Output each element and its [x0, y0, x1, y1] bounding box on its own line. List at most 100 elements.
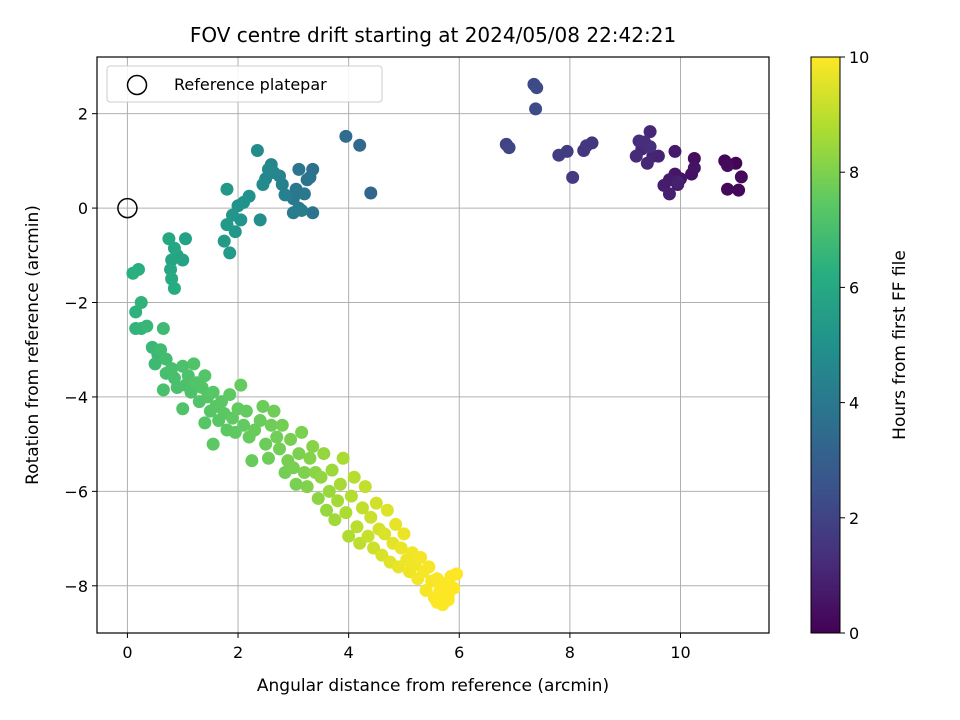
- data-point: [577, 143, 591, 157]
- data-point: [389, 517, 403, 531]
- data-point: [176, 359, 190, 373]
- data-point: [292, 162, 306, 176]
- x-tick-label: 6: [454, 643, 464, 662]
- data-point: [322, 484, 336, 498]
- data-point: [167, 241, 181, 255]
- data-point: [339, 129, 353, 143]
- data-point: [566, 170, 580, 184]
- data-point: [358, 480, 372, 494]
- data-point: [297, 187, 311, 201]
- data-point: [259, 437, 273, 451]
- data-point: [250, 143, 264, 157]
- y-axis: 2 0 −2 −4 −6 −8: [64, 105, 97, 596]
- data-point: [165, 253, 179, 267]
- data-point: [300, 173, 314, 187]
- data-point: [353, 138, 367, 152]
- data-point: [289, 477, 303, 491]
- data-point: [530, 81, 544, 95]
- data-point: [234, 378, 248, 392]
- data-point: [253, 213, 267, 227]
- data-point: [502, 141, 516, 155]
- data-point: [364, 186, 378, 200]
- colorbar-tick-label: 2: [849, 509, 859, 528]
- data-point: [292, 447, 306, 461]
- legend-label: Reference platepar: [174, 75, 327, 94]
- data-point: [148, 357, 162, 371]
- data-point: [450, 567, 464, 581]
- data-point: [245, 454, 259, 468]
- data-point: [314, 470, 328, 484]
- data-point: [643, 125, 657, 139]
- data-point: [220, 182, 234, 196]
- data-point: [226, 208, 240, 222]
- data-point: [344, 489, 358, 503]
- scatter-points: [117, 77, 748, 612]
- data-point: [206, 437, 220, 451]
- data-point: [267, 404, 281, 418]
- data-point: [231, 199, 245, 213]
- data-point: [273, 442, 287, 456]
- grid-lines: [97, 57, 769, 633]
- data-point: [640, 156, 654, 170]
- data-point: [295, 203, 309, 217]
- data-point: [275, 418, 289, 432]
- data-point: [223, 246, 237, 260]
- chart-title: FOV centre drift starting at 2024/05/08 …: [190, 23, 676, 47]
- y-tick-label: −8: [64, 577, 88, 596]
- data-point: [198, 416, 212, 430]
- legend: Reference platepar: [106, 65, 383, 103]
- colorbar-tick-label: 6: [849, 278, 859, 297]
- colorbar-tick-label: 10: [849, 48, 869, 67]
- colorbar-title: Hours from first FF file: [890, 250, 910, 440]
- data-point: [662, 187, 676, 201]
- y-tick-label: −4: [64, 388, 88, 407]
- data-point: [306, 206, 320, 220]
- legend-box: [106, 65, 383, 103]
- x-tick-label: 0: [122, 643, 132, 662]
- data-point: [529, 102, 543, 116]
- data-point: [184, 385, 198, 399]
- data-point: [369, 496, 383, 510]
- data-point: [629, 149, 643, 163]
- data-point: [342, 529, 356, 543]
- data-point: [355, 501, 369, 515]
- x-axis: 0 2 4 6 8 10: [122, 633, 691, 662]
- x-tick-label: 2: [233, 643, 243, 662]
- data-point: [162, 232, 176, 246]
- data-point: [261, 162, 275, 176]
- data-point: [361, 529, 375, 543]
- y-axis-title: Rotation from reference (arcmin): [23, 205, 43, 485]
- data-point: [552, 148, 566, 162]
- data-point: [331, 494, 345, 508]
- data-point: [178, 232, 192, 246]
- data-point: [239, 404, 253, 418]
- data-point: [347, 470, 361, 484]
- data-point: [350, 520, 364, 534]
- colorbar-tick-label: 0: [849, 624, 859, 643]
- data-point: [732, 183, 746, 197]
- x-tick-label: 4: [344, 643, 354, 662]
- x-tick-label: 8: [565, 643, 575, 662]
- data-point: [303, 451, 317, 465]
- data-point: [286, 461, 300, 475]
- data-point: [176, 402, 190, 416]
- data-point: [195, 380, 209, 394]
- data-point: [278, 188, 292, 202]
- data-point: [270, 430, 284, 444]
- reference-platepar-marker: [117, 197, 138, 219]
- y-tick-label: 0: [78, 199, 88, 218]
- data-point: [226, 411, 240, 425]
- data-point: [380, 503, 394, 517]
- data-point: [198, 369, 212, 383]
- data-point: [134, 296, 148, 310]
- data-point: [126, 266, 140, 280]
- data-point: [295, 425, 309, 439]
- data-point: [441, 593, 455, 607]
- colorbar-tick-label: 8: [849, 163, 859, 182]
- data-point: [339, 506, 353, 520]
- data-point: [220, 218, 234, 232]
- data-point: [414, 550, 428, 564]
- colorbar-ticks: 0 2 4 6 8 10: [840, 48, 869, 643]
- y-tick-label: −6: [64, 482, 88, 501]
